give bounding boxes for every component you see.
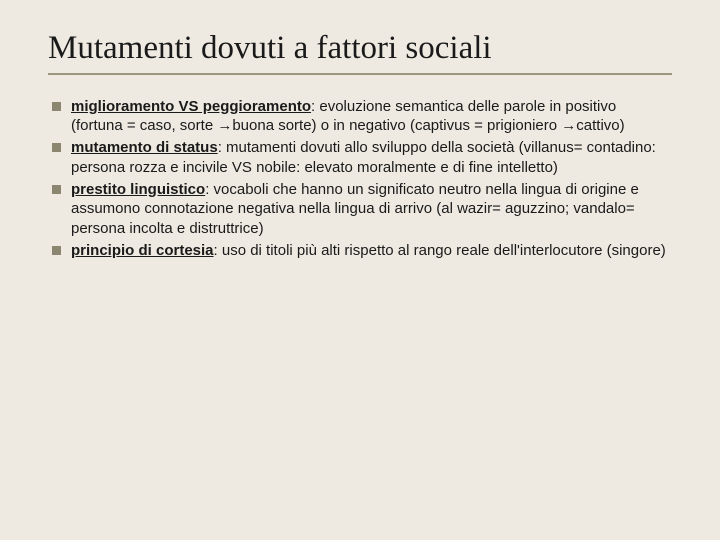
list-item: mutamento di status: mutamenti dovuti al… <box>52 138 672 178</box>
bullet-text: mutamento di status: mutamenti dovuti al… <box>71 138 672 178</box>
list-item: principio di cortesia: uso di titoli più… <box>52 241 672 261</box>
bullet-rest: : uso di titoli più alti rispetto al ran… <box>214 242 666 259</box>
title-underline <box>48 73 672 75</box>
square-bullet-icon <box>52 246 61 255</box>
bullet-text: miglioramento VS peggioramento: evoluzio… <box>71 97 672 137</box>
square-bullet-icon <box>52 185 61 194</box>
title-block: Mutamenti dovuti a fattori sociali <box>48 30 672 75</box>
bullet-lead: principio di cortesia <box>71 242 214 259</box>
bullet-lead: miglioramento VS peggioramento <box>71 98 311 115</box>
slide-title: Mutamenti dovuti a fattori sociali <box>48 30 672 67</box>
content-body: miglioramento VS peggioramento: evoluzio… <box>48 97 672 261</box>
list-item: prestito linguistico: vocaboli che hanno… <box>52 180 672 239</box>
list-item: miglioramento VS peggioramento: evoluzio… <box>52 97 672 137</box>
square-bullet-icon <box>52 102 61 111</box>
bullet-lead: prestito linguistico <box>71 181 205 198</box>
slide: Mutamenti dovuti a fattori sociali migli… <box>0 0 720 303</box>
bullet-lead: mutamento di status <box>71 139 218 156</box>
square-bullet-icon <box>52 143 61 152</box>
bullet-text: principio di cortesia: uso di titoli più… <box>71 241 666 261</box>
bullet-text: prestito linguistico: vocaboli che hanno… <box>71 180 672 239</box>
